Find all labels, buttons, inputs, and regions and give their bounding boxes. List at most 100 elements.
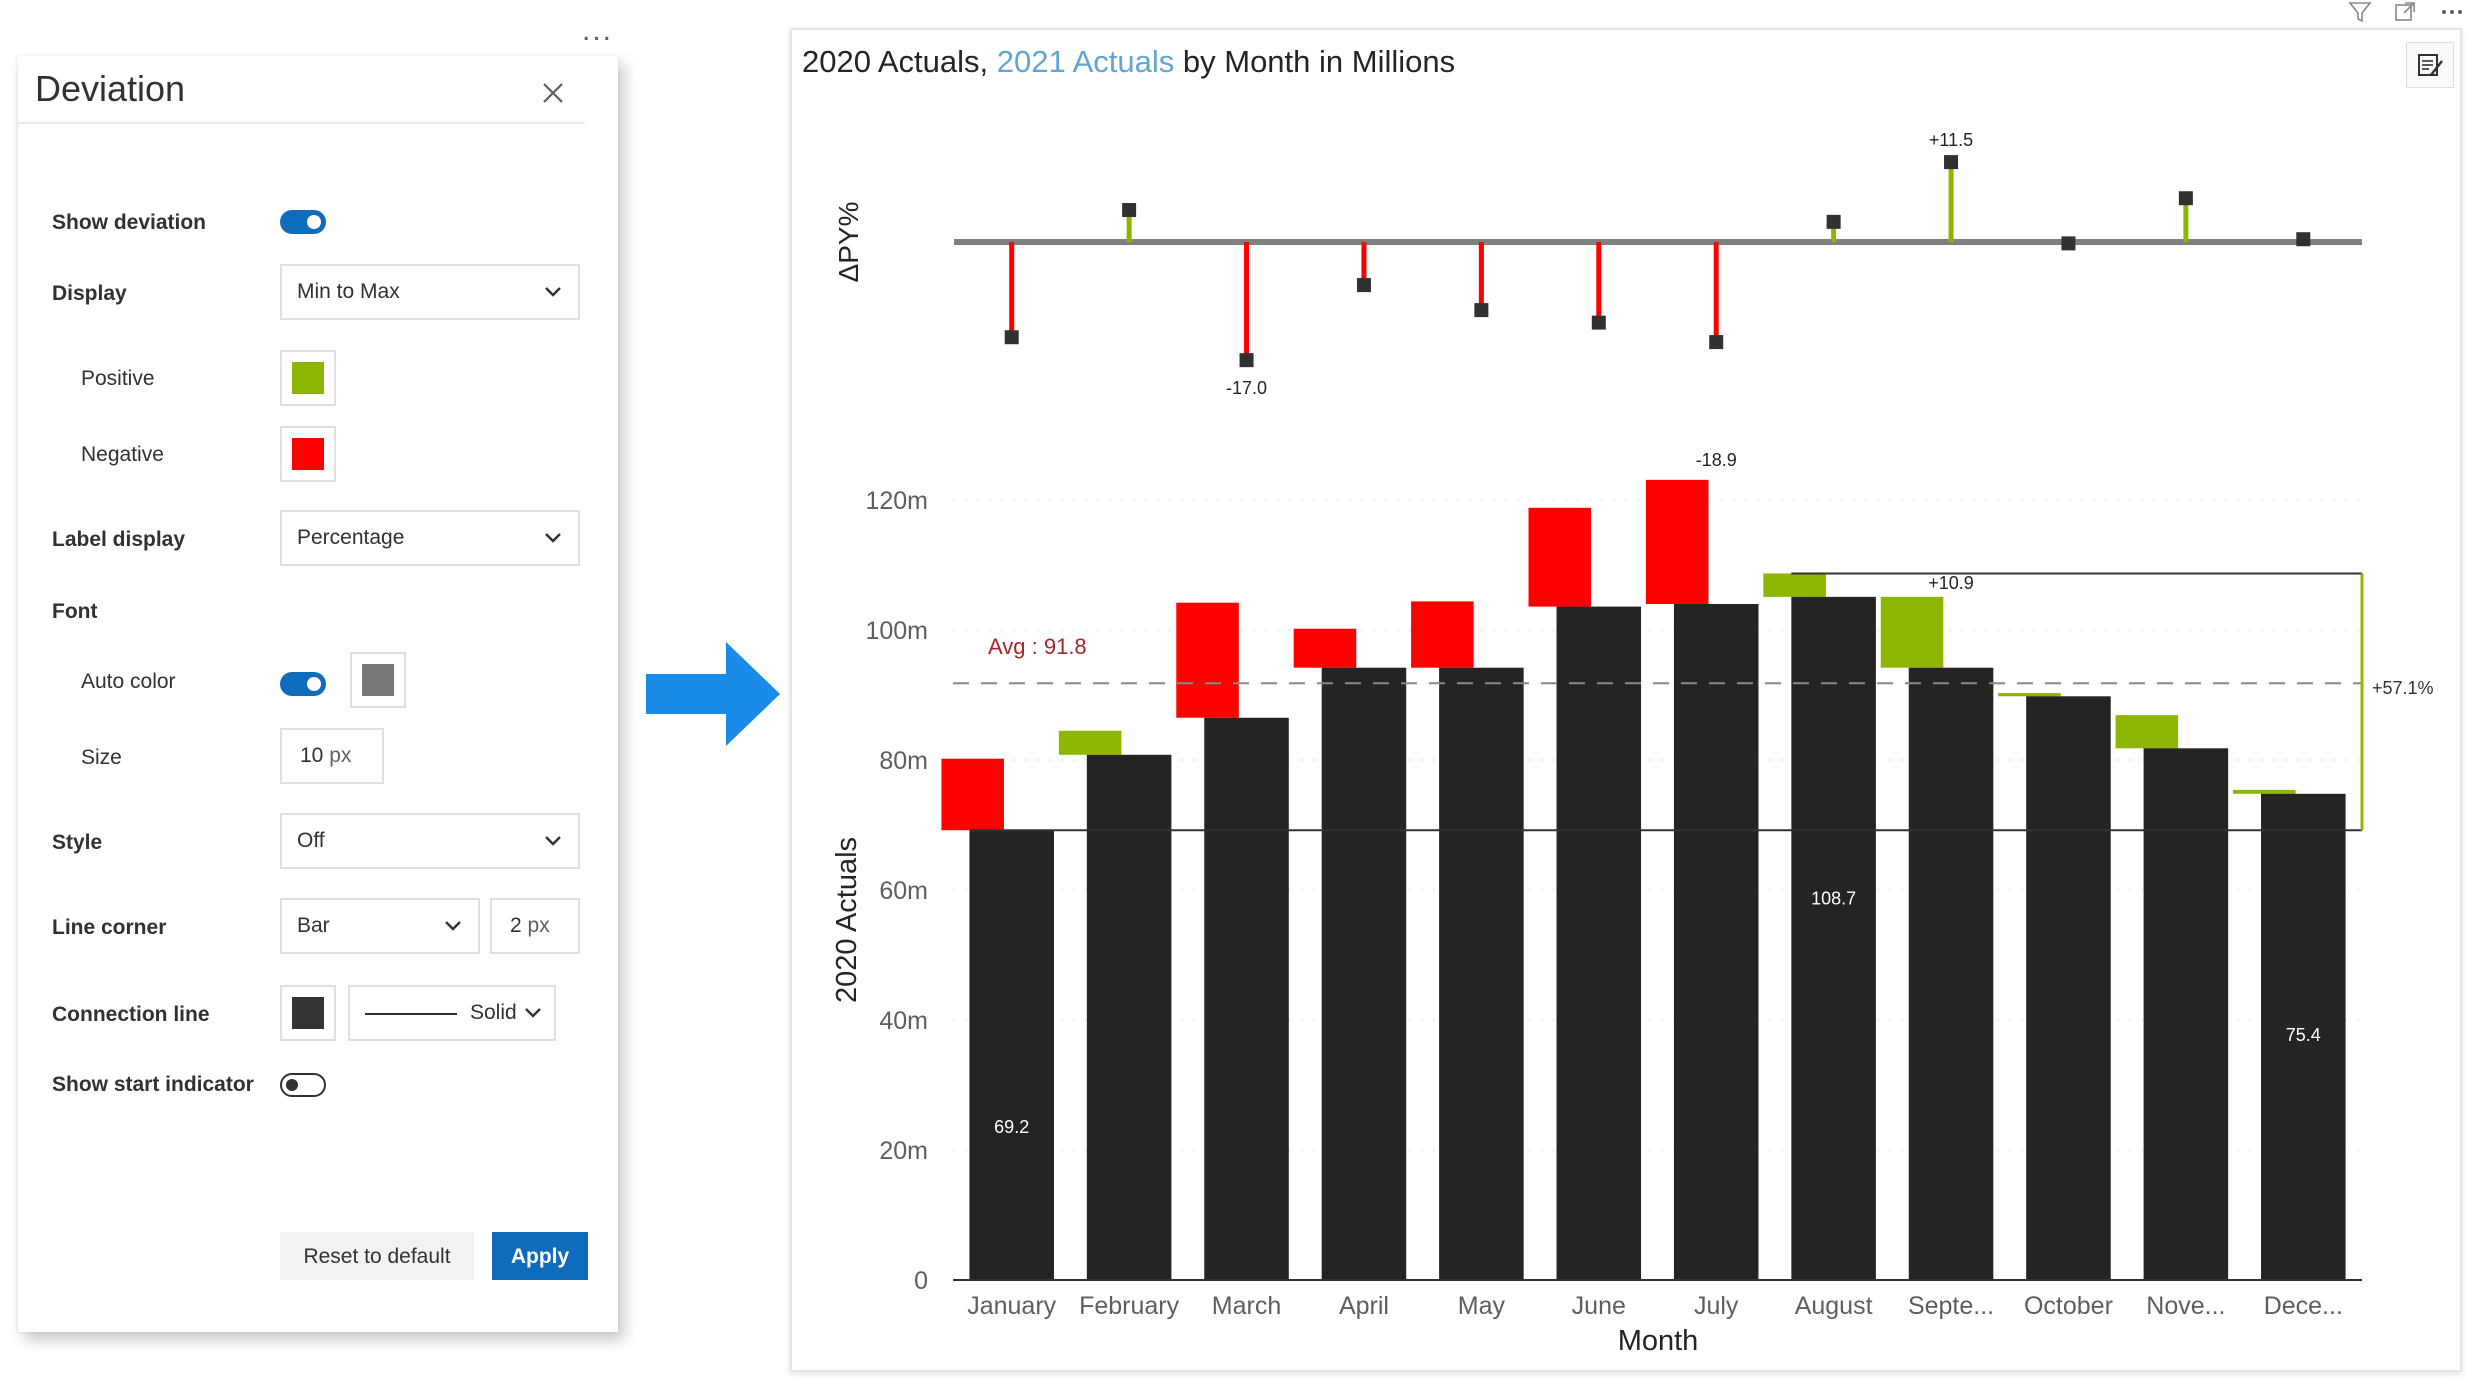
x-tick-label: June bbox=[1572, 1292, 1626, 1320]
label-display-dropdown-value: Percentage bbox=[297, 526, 405, 549]
show-deviation-label: Show deviation bbox=[52, 211, 207, 234]
deviation-marker bbox=[1709, 335, 1724, 350]
bar bbox=[969, 830, 1054, 1280]
deviation-marker bbox=[2178, 191, 2193, 206]
font-size-input[interactable]: 10 px bbox=[280, 728, 384, 784]
average-label: Avg : 91.8 bbox=[988, 634, 1087, 659]
x-tick-label: April bbox=[1339, 1292, 1389, 1320]
x-tick-label: August bbox=[1795, 1292, 1873, 1320]
connection-line-color-picker[interactable] bbox=[280, 985, 336, 1041]
chart-title-part2: 2021 Actuals bbox=[996, 44, 1175, 79]
line-corner-size-input[interactable]: 2 px bbox=[490, 898, 580, 954]
positive-color-swatch bbox=[292, 362, 324, 394]
chevron-down-icon bbox=[545, 533, 561, 543]
show-start-indicator-toggle[interactable] bbox=[280, 1073, 326, 1097]
bar bbox=[1556, 606, 1642, 1280]
display-dropdown[interactable]: Min to Max bbox=[280, 264, 580, 320]
x-tick-label: October bbox=[2024, 1292, 2113, 1320]
style-dropdown-value: Off bbox=[297, 829, 325, 852]
variance-bar-negative bbox=[1645, 479, 1709, 604]
x-tick-label: Nove... bbox=[2146, 1292, 2225, 1320]
x-tick-label: January bbox=[967, 1292, 1056, 1320]
y-tick-label: 0 bbox=[914, 1267, 928, 1295]
chart-title-part1: 2020 Actuals, bbox=[802, 44, 997, 79]
bar bbox=[1086, 754, 1172, 1280]
deviation-marker bbox=[1239, 353, 1254, 368]
x-axis-title: Month bbox=[1618, 1325, 1699, 1357]
bar bbox=[1673, 604, 1759, 1280]
bar bbox=[1204, 717, 1289, 1280]
font-color-swatch bbox=[362, 664, 394, 696]
deviation-marker bbox=[2296, 232, 2311, 247]
negative-label: Negative bbox=[81, 443, 164, 466]
edit-icon bbox=[2418, 54, 2443, 76]
y-axis-title: 2020 Actuals bbox=[831, 837, 863, 1003]
line-corner-size-unit: px bbox=[527, 914, 550, 937]
x-tick-label: July bbox=[1694, 1292, 1739, 1320]
deviation-axis-title: ΔPY% bbox=[833, 202, 864, 283]
x-tick-label: March bbox=[1212, 1292, 1281, 1320]
visual-header-icons bbox=[2348, 2, 2462, 23]
deviation-marker bbox=[1122, 203, 1137, 218]
chart-title-part3: by Month in Millions bbox=[1174, 44, 1456, 79]
deviation-marker bbox=[1004, 330, 1019, 345]
auto-color-toggle[interactable] bbox=[280, 672, 326, 696]
filter-icon[interactable] bbox=[2348, 2, 2372, 23]
variance-bar-negative bbox=[1293, 628, 1357, 668]
bar bbox=[2261, 793, 2346, 1280]
y-tick-label: 20m bbox=[879, 1137, 928, 1165]
line-corner-dropdown[interactable]: Bar bbox=[280, 898, 480, 954]
font-section-label: Font bbox=[52, 600, 98, 623]
variance-bar-negative bbox=[1411, 601, 1474, 668]
chevron-down-icon bbox=[445, 921, 461, 931]
connection-line-label: Connection line bbox=[52, 1003, 210, 1026]
chevron-down-icon bbox=[545, 287, 561, 297]
variance-bar-negative bbox=[941, 758, 1004, 831]
line-corner-dropdown-value: Bar bbox=[297, 914, 330, 937]
data-label: -18.9 bbox=[1696, 450, 1737, 470]
deviation-marker bbox=[2061, 236, 2076, 251]
connection-line-style-dropdown[interactable]: Solid bbox=[348, 985, 556, 1041]
y-tick-label: 100m bbox=[865, 617, 928, 645]
panel-title: Deviation bbox=[35, 68, 186, 109]
bar bbox=[1908, 667, 1994, 1280]
apply-button[interactable]: Apply bbox=[492, 1232, 588, 1280]
style-dropdown[interactable]: Off bbox=[280, 813, 580, 869]
font-size-unit: px bbox=[329, 744, 352, 767]
positive-color-picker[interactable] bbox=[280, 350, 336, 406]
bar bbox=[1439, 667, 1524, 1280]
y-tick-label: 40m bbox=[879, 1007, 928, 1035]
deviation-marker bbox=[1591, 315, 1606, 330]
reset-to-default-button[interactable]: Reset to default bbox=[280, 1232, 474, 1280]
variance-bar-positive bbox=[2233, 789, 2296, 794]
connection-line-color-swatch bbox=[292, 997, 324, 1029]
focus-mode-icon[interactable] bbox=[2395, 2, 2415, 21]
chevron-down-icon bbox=[525, 1008, 541, 1018]
deviation-label: -17.0 bbox=[1226, 378, 1267, 398]
deviation-marker bbox=[1474, 303, 1489, 318]
panel-more-options-button[interactable]: ... bbox=[582, 14, 614, 47]
positive-label: Positive bbox=[81, 367, 155, 390]
bar bbox=[1321, 667, 1407, 1280]
show-deviation-toggle[interactable] bbox=[280, 210, 326, 234]
deviation-marker bbox=[1944, 155, 1959, 170]
label-display-label: Label display bbox=[52, 528, 186, 551]
font-size-value: 10 bbox=[300, 744, 324, 767]
data-label: +10.9 bbox=[1928, 573, 1974, 593]
more-options-icon[interactable] bbox=[2442, 10, 2462, 14]
data-label: 69.2 bbox=[994, 1117, 1029, 1137]
negative-color-picker[interactable] bbox=[280, 426, 336, 482]
font-color-picker[interactable] bbox=[350, 652, 406, 708]
x-tick-label: May bbox=[1458, 1292, 1506, 1320]
variance-bar-positive bbox=[2115, 715, 2179, 749]
label-display-dropdown[interactable]: Percentage bbox=[280, 510, 580, 566]
x-tick-label: Dece... bbox=[2264, 1292, 2343, 1320]
close-icon[interactable] bbox=[538, 78, 568, 108]
deviation-label: +11.5 bbox=[1929, 130, 1973, 150]
variance-bar-positive bbox=[1880, 596, 1944, 668]
edit-visual-button[interactable] bbox=[2406, 42, 2454, 88]
line-corner-size-value: 2 bbox=[510, 914, 522, 937]
bar bbox=[2143, 748, 2229, 1280]
display-dropdown-value: Min to Max bbox=[297, 280, 400, 303]
deviation-marker bbox=[1826, 214, 1841, 229]
